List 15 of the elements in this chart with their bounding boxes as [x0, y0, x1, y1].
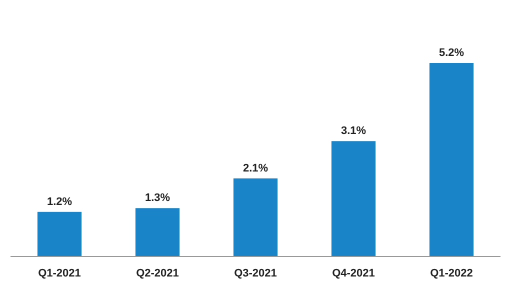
x-tick-label: Q1-2021 — [38, 268, 81, 280]
data-label: 5.2% — [438, 47, 464, 60]
bar — [37, 212, 82, 256]
data-label: 2.1% — [242, 162, 268, 174]
data-label: 1.2% — [46, 196, 72, 208]
x-tick-label: Q3-2021 — [234, 268, 277, 280]
bar — [135, 208, 180, 256]
x-tick-label: Q2-2021 — [136, 268, 179, 280]
bar — [233, 178, 278, 256]
x-tick-label: Q1-2022 — [430, 268, 473, 280]
bar — [429, 63, 474, 256]
data-label: 1.3% — [144, 192, 170, 204]
bar — [331, 141, 376, 256]
x-tick-label: Q4-2021 — [332, 268, 375, 280]
data-label: 3.1% — [340, 125, 366, 138]
